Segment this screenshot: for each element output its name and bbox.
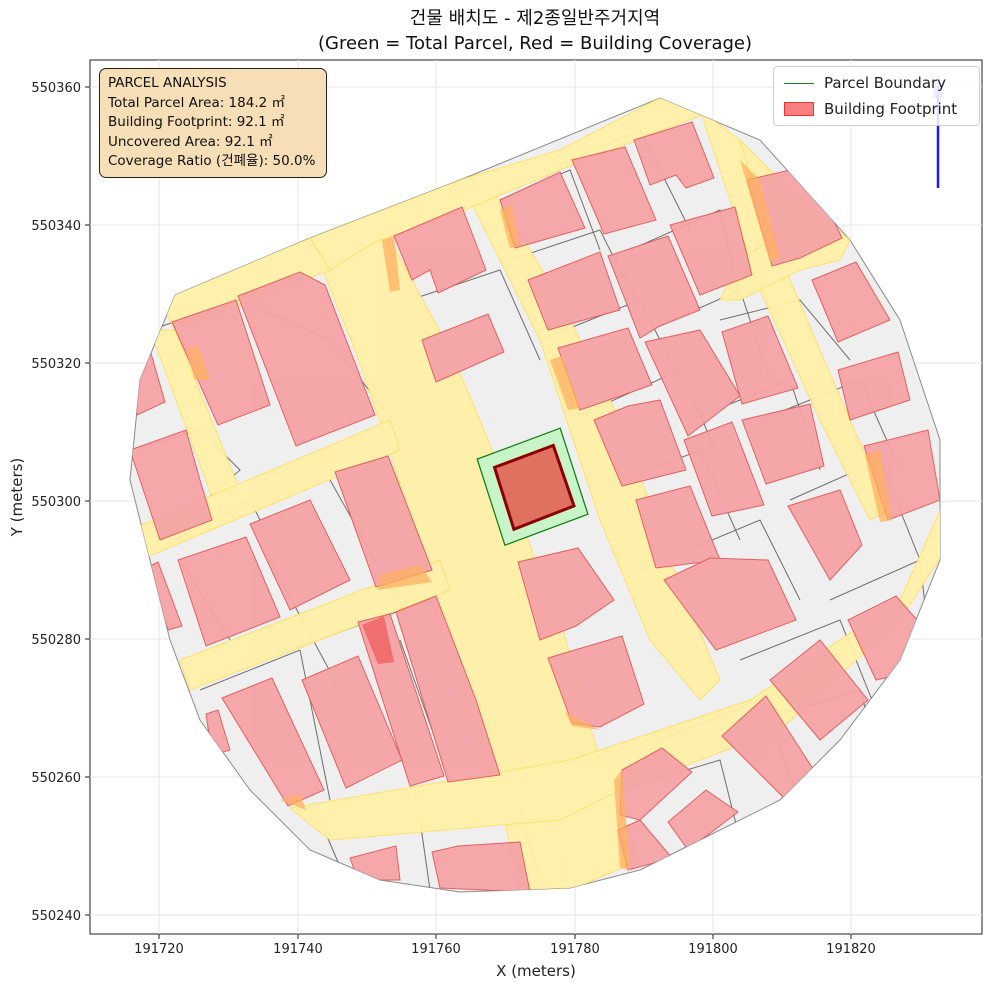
building — [633, 121, 715, 189]
y-tick-label: 550280 — [31, 633, 81, 648]
x-axis-label: X (meters) — [496, 962, 576, 980]
x-tick-label: 191800 — [688, 942, 738, 957]
y-tick-label: 550260 — [31, 771, 81, 786]
building — [393, 206, 487, 294]
axis-ticks — [85, 86, 852, 939]
building — [607, 235, 701, 339]
y-tick-label: 550240 — [31, 909, 81, 924]
building — [221, 677, 325, 807]
y-tick-label: 550320 — [31, 357, 81, 372]
info-total-area: Total Parcel Area: 184.2 ㎡ — [108, 94, 285, 111]
target-building-footprint[interactable] — [492, 443, 576, 532]
building — [334, 455, 433, 588]
building — [301, 655, 403, 789]
legend-patch-swatch — [784, 102, 814, 116]
y-tick-label: 550300 — [31, 495, 81, 510]
x-tick-label: 191760 — [411, 942, 461, 957]
x-tick-label: 191820 — [826, 942, 876, 957]
building — [527, 251, 621, 331]
building — [571, 146, 657, 235]
building — [547, 635, 645, 728]
building — [395, 595, 501, 783]
building — [669, 206, 753, 296]
building — [663, 557, 797, 651]
building — [811, 261, 891, 343]
building — [667, 789, 739, 851]
legend-item-parcel-boundary: Parcel Boundary — [784, 72, 946, 94]
y-tick-label: 550340 — [31, 219, 81, 234]
building — [787, 489, 863, 581]
building — [249, 499, 351, 611]
building — [237, 271, 376, 447]
building — [683, 421, 765, 517]
parcel-analysis-box: PARCEL ANALYSIS Total Parcel Area: 184.2… — [99, 68, 327, 178]
x-tick-label: 191720 — [134, 942, 184, 957]
legend-label: Building Footprint — [824, 100, 958, 118]
chart-title-line-2: (Green = Total Parcel, Red = Building Co… — [317, 33, 753, 54]
info-heading: PARCEL ANALYSIS — [108, 75, 227, 91]
building — [177, 536, 281, 647]
overlap-highlights — [186, 160, 892, 870]
x-tick-label: 191780 — [550, 942, 600, 957]
info-uncovered-area: Uncovered Area: 92.1 ㎡ — [108, 133, 273, 150]
x-tick-label: 191740 — [273, 942, 323, 957]
building — [421, 313, 505, 383]
building — [769, 639, 869, 741]
building — [431, 841, 531, 892]
small-red-structure — [362, 616, 394, 664]
building — [721, 315, 799, 405]
building — [837, 351, 911, 421]
chart-title: 건물 배치도 - 제2종일반주거지역 (Green = Total Parcel… — [0, 6, 993, 56]
building — [593, 399, 687, 487]
building — [171, 299, 271, 426]
legend: Parcel Boundary Building Footprint — [773, 66, 980, 126]
y-axis-label: Y (meters) — [8, 458, 26, 538]
building — [517, 547, 615, 641]
info-coverage-ratio: Coverage Ratio (건폐율): 50.0% — [108, 153, 316, 169]
building — [741, 403, 825, 485]
info-building-footprint: Building Footprint: 92.1 ㎡ — [108, 114, 285, 130]
legend-line-swatch — [784, 82, 814, 84]
legend-label: Parcel Boundary — [824, 74, 947, 92]
legend-item-building-footprint: Building Footprint — [784, 98, 957, 120]
chart-title-line-1: 건물 배치도 - 제2종일반주거지역 — [409, 8, 661, 29]
y-tick-label: 550360 — [31, 81, 81, 96]
building — [130, 429, 213, 541]
road-southwest — [179, 559, 451, 691]
